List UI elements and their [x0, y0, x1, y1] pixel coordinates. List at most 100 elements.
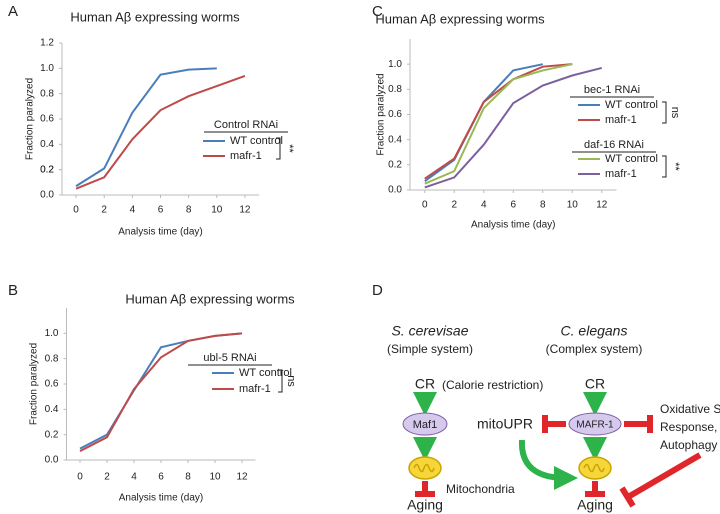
target: Oxidative Stress	[660, 402, 720, 416]
y-tick-label: 0.8	[45, 353, 59, 364]
left-title: S. cerevisae	[391, 323, 468, 339]
series-line	[424, 66, 602, 189]
x-tick-label: 8	[540, 200, 546, 211]
x-tick-label: 12	[596, 200, 608, 211]
x-tick-label: 6	[158, 472, 164, 483]
y-tick-label: 0.6	[40, 114, 54, 125]
x-tick-label: 10	[567, 200, 579, 211]
x-tick-label: 0	[77, 472, 83, 483]
inhibition	[619, 486, 636, 508]
x-axis-label: Analysis time (day)	[118, 227, 202, 238]
chart-panel: B Human Aβ expressing worms Fraction paral…	[8, 282, 297, 504]
significance-bracket	[662, 101, 667, 124]
series-line	[424, 63, 543, 183]
node	[402, 412, 448, 436]
y-tick-label: 0.2	[40, 164, 54, 175]
y-tick-label: 0.4	[388, 134, 402, 145]
y-tick-label: 1.0	[388, 59, 402, 70]
series-line	[424, 63, 573, 185]
x-tick-label: 2	[104, 472, 110, 483]
legend-label: mafr-1	[605, 114, 637, 126]
x-tick-label: 8	[185, 472, 191, 483]
x-tick-label: 4	[481, 200, 487, 211]
y-tick-label: 1.0	[40, 63, 54, 74]
activation-arrow	[518, 439, 578, 490]
series-line	[75, 67, 217, 187]
y-tick-label: 0.2	[45, 429, 59, 440]
left-input: CR	[415, 376, 435, 392]
x-tick-label: 4	[130, 205, 136, 216]
left-subtitle: (Simple system)	[387, 342, 473, 356]
x-axis-label: Analysis time (day)	[471, 220, 555, 231]
y-axis-label: Fraction paralyzed	[376, 73, 387, 155]
significance-label: ns	[669, 107, 681, 119]
legend-label: mafr-1	[605, 168, 637, 180]
legend-label: WT control	[605, 99, 658, 111]
side-node: mitoUPR	[477, 416, 533, 432]
legend-title: daf-16 RNAi	[584, 139, 644, 151]
x-tick-label: 2	[451, 200, 457, 211]
chart-title: Human Aβ expressing worms	[375, 11, 545, 26]
left-output: Aging	[407, 497, 443, 513]
input-note: (Calorie restriction)	[442, 378, 543, 392]
y-tick-label: 0.0	[45, 455, 59, 466]
series-line	[75, 74, 246, 190]
y-tick-label: 0.8	[40, 88, 54, 99]
significance-bracket	[278, 369, 283, 393]
y-tick-label: 1.2	[40, 38, 54, 49]
y-tick-label: 0.2	[40, 164, 54, 175]
organelle-label: Mitochondria	[446, 482, 515, 496]
panel-letter: B	[8, 282, 18, 299]
x-tick-label: 6	[158, 205, 164, 216]
y-axis-label: Fraction paralyzed	[25, 78, 36, 160]
x-tick-label: 10	[209, 472, 221, 483]
x-tick-label: 0	[73, 205, 79, 216]
diagram: D S. cerevisae (Simple system) C. elegan…	[372, 282, 720, 513]
x-tick-label: 10	[211, 205, 223, 216]
legend-label: WT control	[605, 153, 658, 165]
right-output: Aging	[577, 497, 613, 513]
chart-panel: A Human Aβ expressing worms Fraction paral…	[8, 3, 295, 238]
right-subtitle: (Complex system)	[546, 342, 643, 356]
significance-bracket	[276, 137, 281, 160]
legend-title: ubl-5 RNAi	[203, 352, 256, 364]
legend-label: WT control	[239, 367, 292, 379]
series-line	[79, 332, 243, 453]
significance-label: **	[283, 144, 295, 153]
panel-letter: A	[8, 3, 18, 20]
inhibition	[626, 452, 702, 500]
chart-title: Human Aβ expressing worms	[125, 291, 295, 306]
legend-label: mafr-1	[230, 150, 262, 162]
node	[568, 412, 622, 436]
y-axis-label: Fraction paralyzed	[29, 343, 40, 425]
y-tick-label: 0.8	[388, 84, 402, 95]
legend-title: bec-1 RNAi	[584, 84, 640, 96]
y-tick-label: 0.4	[45, 404, 59, 415]
x-tick-label: 12	[236, 472, 248, 483]
y-tick-label: 0.6	[45, 379, 59, 390]
x-tick-label: 0	[422, 200, 428, 211]
legend-label: mafr-1	[239, 383, 271, 395]
y-tick-label: 0.2	[388, 159, 402, 170]
significance-bracket	[662, 155, 667, 178]
y-tick-label: 0.6	[388, 109, 402, 120]
significance-label: ns	[285, 375, 297, 387]
x-axis-label: Analysis time (day)	[119, 493, 203, 504]
right-title: C. elegans	[561, 323, 628, 339]
x-tick-label: 2	[101, 205, 107, 216]
y-tick-label: 1.0	[45, 328, 59, 339]
right-input: CR	[585, 376, 605, 392]
mitochondrion	[408, 456, 442, 480]
x-tick-label: 4	[131, 472, 137, 483]
series-line	[424, 63, 573, 180]
significance-label: **	[669, 162, 681, 171]
chart-title: Human Aβ expressing worms	[70, 9, 240, 24]
legend-title: Control RNAi	[214, 119, 278, 131]
left-node: Maf1	[413, 419, 437, 431]
y-tick-label: 0.0	[40, 190, 54, 201]
y-tick-label: 0.4	[40, 139, 54, 150]
series-line	[79, 332, 243, 450]
mitochondrion	[578, 456, 612, 480]
